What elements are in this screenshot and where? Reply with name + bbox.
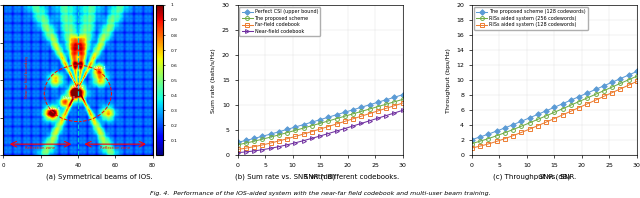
Perfect CSI (upper bound) [399,94,406,96]
The proposed scheme [272,134,280,137]
Line: RISs aided system (256 codewords): RISs aided system (256 codewords) [470,74,639,146]
Text: (c) Throughput vs. SNR.: (c) Throughput vs. SNR. [493,173,576,180]
Near-field codebook [291,142,299,144]
Text: Reflection zone: Reflection zone [100,146,131,150]
Perfect CSI (upper bound) [322,117,330,119]
Text: (b) Sum rate vs. SNR with different codebooks.: (b) Sum rate vs. SNR with different code… [235,173,399,180]
Text: User 1: User 1 [94,66,106,70]
Perfect CSI (upper bound) [333,114,340,116]
RISs aided system (256 codewords) [633,75,640,77]
Line: The proposed scheme: The proposed scheme [236,97,404,147]
The proposed scheme (128 codewords) [556,104,564,106]
X-axis label: SNR (dB): SNR (dB) [305,174,335,180]
RISs aided system (256 codewords) [506,129,514,132]
Text: Reflection zone: Reflection zone [26,146,56,150]
Near-field codebook [234,151,241,154]
Far-field codebook [272,141,280,143]
Far-field codebook [234,148,241,151]
RISs aided system (256 codewords) [556,109,564,111]
Far-field codebook [377,109,385,111]
Perfect CSI (upper bound) [291,126,299,128]
Near-field codebook [333,130,340,132]
Line: Near-field codebook: Near-field codebook [236,109,404,155]
The proposed scheme [291,129,299,131]
The proposed scheme (128 codewords) [525,117,533,119]
RISs aided system (128 codewords) [633,80,640,83]
Perfect CSI (upper bound) [234,141,241,144]
Near-field codebook [399,109,406,112]
RISs aided system (256 codewords) [611,85,619,87]
RISs aided system (128 codewords) [556,115,564,117]
Line: The proposed scheme (128 codewords): The proposed scheme (128 codewords) [470,69,639,142]
RISs aided system (128 codewords) [506,135,514,138]
RISs aided system (128 codewords) [501,137,509,140]
The proposed scheme (128 codewords) [611,80,619,82]
Y-axis label: Sum rate (bats/s/Hz): Sum rate (bats/s/Hz) [211,48,216,113]
Far-field codebook [322,126,330,129]
Y-axis label: Throughput (bps/Hz): Throughput (bps/Hz) [445,48,451,113]
Perfect CSI (upper bound) [267,133,275,135]
Line: Perfect CSI (upper bound): Perfect CSI (upper bound) [236,93,404,144]
The proposed scheme (128 codewords) [501,127,509,129]
The proposed scheme (128 codewords) [468,138,476,141]
The proposed scheme (128 codewords) [567,99,575,101]
Far-field codebook [267,142,275,144]
The proposed scheme [267,136,275,138]
Text: (a) Symmetrical beams of IOS.: (a) Symmetrical beams of IOS. [46,173,152,180]
The proposed scheme (128 codewords) [633,70,640,73]
Text: Near-far field boundary: Near-far field boundary [26,55,29,98]
RISs aided system (256 codewords) [501,131,509,134]
RISs aided system (256 codewords) [567,104,575,106]
Line: RISs aided system (128 codewords): RISs aided system (128 codewords) [470,80,639,150]
Text: User 4: User 4 [48,107,60,111]
Line: Far-field codebook: Far-field codebook [236,101,404,151]
RISs aided system (128 codewords) [468,147,476,149]
The proposed scheme [333,117,340,120]
X-axis label: SNR (dB): SNR (dB) [539,174,570,180]
Text: User 3: User 3 [63,96,74,100]
The proposed scheme [399,98,406,101]
Far-field codebook [333,123,340,125]
The proposed scheme [234,144,241,146]
RISs aided system (256 codewords) [468,142,476,145]
Legend: The proposed scheme (128 codewords), RISs aided system (256 codewords), RISs aid: The proposed scheme (128 codewords), RIS… [474,7,588,30]
Near-field codebook [322,133,330,136]
Near-field codebook [272,146,280,148]
The proposed scheme [322,121,330,123]
Perfect CSI (upper bound) [272,131,280,134]
Legend: Perfect CSI (upper bound), The proposed scheme, Far-field codebook, Near-field c: Perfect CSI (upper bound), The proposed … [239,7,321,36]
Far-field codebook [399,102,406,104]
The proposed scheme [377,105,385,107]
RISs aided system (256 codewords) [525,122,533,124]
The proposed scheme (128 codewords) [506,125,514,127]
RISs aided system (128 codewords) [567,110,575,112]
Perfect CSI (upper bound) [377,100,385,103]
RISs aided system (128 codewords) [525,128,533,130]
Near-field codebook [267,147,275,149]
Near-field codebook [377,116,385,119]
Far-field codebook [291,135,299,138]
Text: Fig. 4.  Performance of the IOS-aided system with the near-far field codebook an: Fig. 4. Performance of the IOS-aided sys… [150,191,490,196]
Text: User 2: User 2 [72,85,84,89]
RISs aided system (128 codewords) [611,90,619,93]
